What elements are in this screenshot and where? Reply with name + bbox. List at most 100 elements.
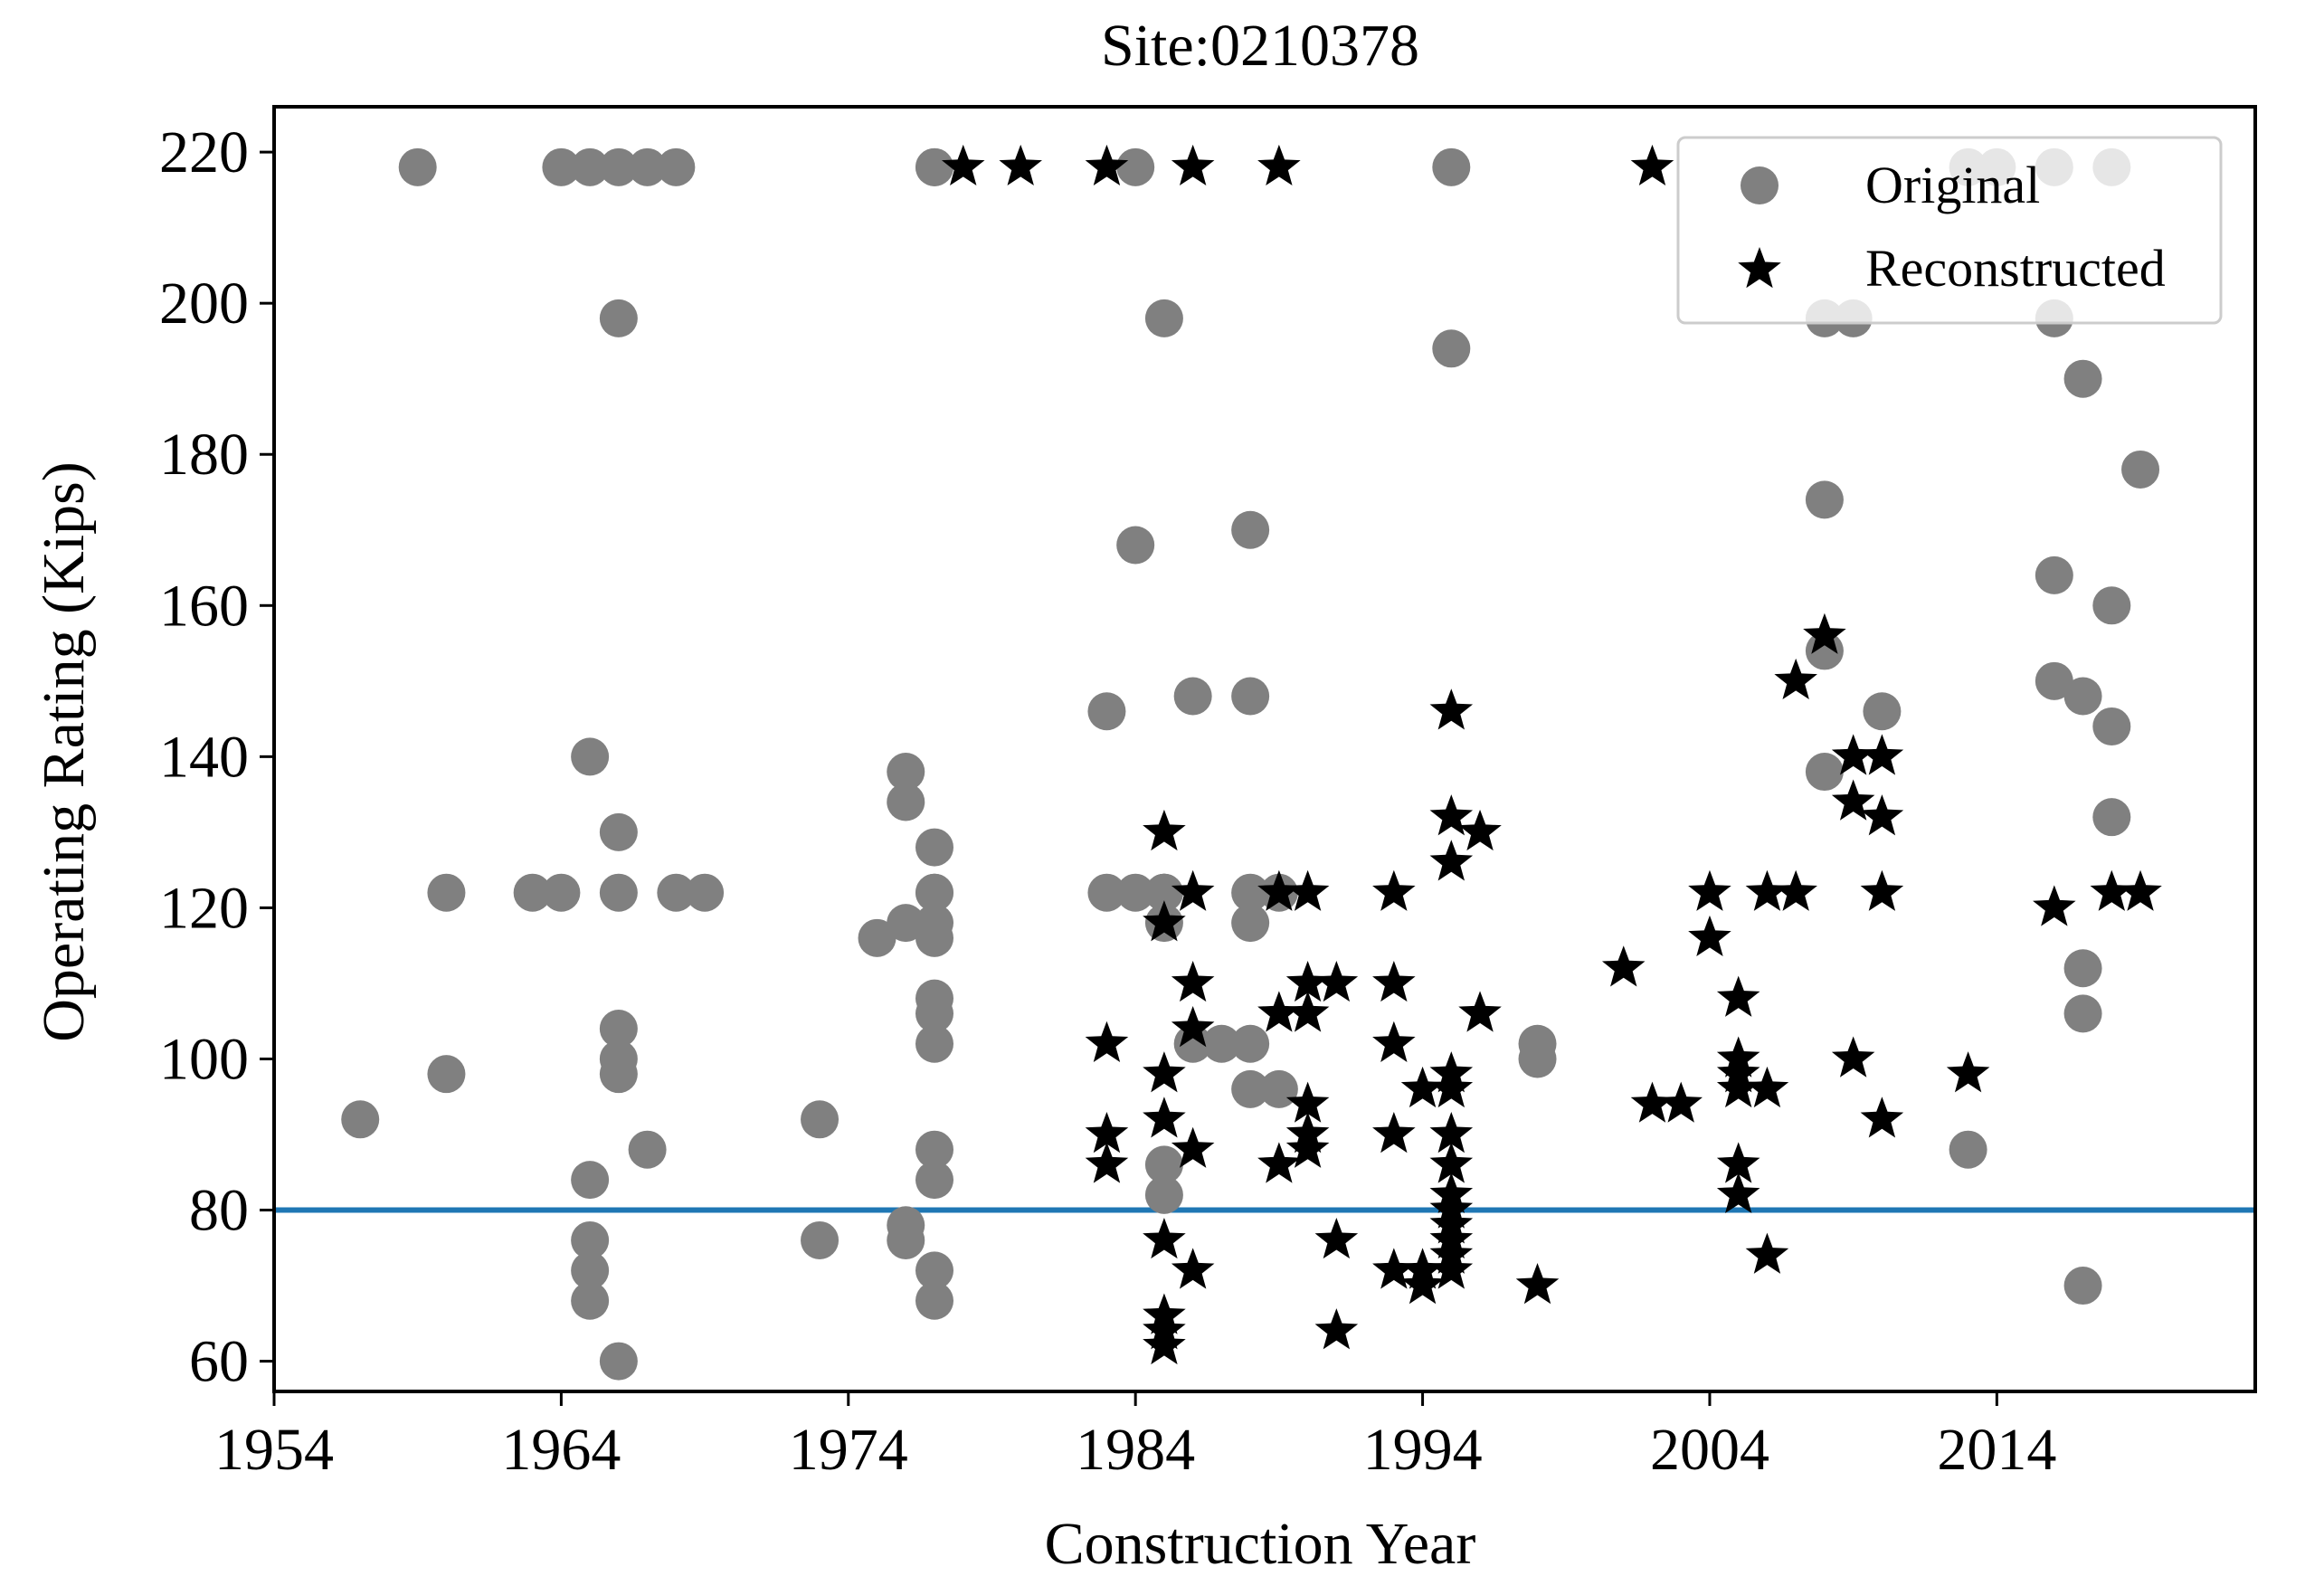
original-point [801, 1100, 839, 1139]
reconstructed-point [999, 144, 1042, 186]
reconstructed-point [1716, 1172, 1760, 1214]
original-point [599, 1010, 638, 1049]
reconstructed-point [1716, 1066, 1760, 1108]
reconstructed-point [1085, 1021, 1129, 1062]
y-tick-label: 200 [159, 271, 249, 337]
reconstructed-point [1171, 869, 1215, 911]
reconstructed-point [1257, 869, 1301, 911]
original-point [657, 147, 696, 186]
original-point [887, 1220, 925, 1259]
y-tick-label: 220 [159, 119, 249, 185]
reconstructed-point [1745, 1232, 1789, 1274]
original-point [686, 873, 725, 912]
original-point [1518, 1040, 1557, 1078]
reconstructed-point [1774, 869, 1817, 911]
reconstructed-point [1688, 915, 1731, 957]
original-point [915, 1161, 953, 1200]
reconstructed-point [1085, 144, 1129, 186]
original-point [1116, 147, 1155, 186]
y-tick-label: 140 [159, 724, 249, 790]
original-point [2092, 798, 2131, 837]
reconstructed-point [941, 144, 985, 186]
reconstructed-point [1946, 1051, 1990, 1093]
reconstructed-point [1257, 144, 1301, 186]
original-point [1144, 299, 1183, 337]
original-point [915, 828, 953, 867]
reconstructed-point [1400, 1066, 1445, 1108]
reconstructed-point [1143, 1097, 1186, 1138]
y-tick-label: 180 [159, 422, 249, 488]
reconstructed-point [1257, 991, 1301, 1032]
original-point [915, 1024, 953, 1063]
x-tick-label: 1994 [1363, 1417, 1483, 1483]
reconstructed-point [1831, 734, 1875, 775]
reconstructed-point [1860, 869, 1904, 911]
reconstructed-point [1745, 869, 1789, 911]
reconstructed-point [1372, 1112, 1416, 1154]
reconstructed-point [1429, 1142, 1474, 1183]
original-point [858, 918, 896, 957]
original-point [1432, 329, 1471, 368]
original-point [1116, 873, 1155, 912]
original-point [2092, 586, 2131, 625]
reconstructed-point [1688, 869, 1731, 911]
original-point [2063, 949, 2102, 988]
original-point [1805, 480, 1844, 519]
reconstructed-point [1372, 1021, 1416, 1062]
original-point [801, 1220, 839, 1259]
reconstructed-point [1372, 1248, 1416, 1289]
reconstructed-point [1429, 1112, 1474, 1154]
original-point [628, 147, 667, 186]
original-point [657, 873, 696, 912]
x-tick-label: 1964 [501, 1417, 621, 1483]
reconstructed-point [1803, 612, 1846, 654]
original-point [915, 994, 953, 1033]
original-point [1231, 510, 1270, 549]
reconstructed-point [1257, 1142, 1301, 1183]
original-point [599, 147, 638, 186]
y-tick-label: 80 [189, 1178, 249, 1244]
original-point [571, 1251, 610, 1290]
reconstructed-point [1860, 734, 1904, 775]
x-tick-label: 1984 [1076, 1417, 1195, 1483]
reconstructed-point [1601, 945, 1646, 987]
original-point [599, 1342, 638, 1381]
original-point [2121, 450, 2160, 489]
reconstructed-point [1143, 1217, 1186, 1259]
original-point [915, 873, 953, 912]
y-tick-label: 100 [159, 1026, 249, 1092]
original-point [1432, 147, 1471, 186]
y-tick-label: 160 [159, 573, 249, 639]
reconstructed-point [1171, 1126, 1215, 1168]
original-point [1805, 753, 1844, 792]
original-point [599, 812, 638, 851]
chart-title: Site:0210378 [1101, 13, 1419, 79]
reconstructed-point [1171, 1248, 1215, 1289]
y-tick-label: 60 [189, 1329, 249, 1395]
original-point [1173, 677, 1212, 716]
original-point [2063, 994, 2102, 1033]
reconstructed-point [1285, 960, 1330, 1002]
original-point [887, 904, 925, 943]
reconstructed-point [1143, 1323, 1186, 1365]
legend-reconstructed-label: Reconstructed [1865, 239, 2166, 298]
original-point [1144, 873, 1183, 912]
reconstructed-point [1285, 1126, 1330, 1168]
reconstructed-point [1860, 794, 1904, 836]
reconstructed-point [1143, 1051, 1186, 1093]
original-point [1144, 1175, 1183, 1214]
original-point [1231, 1024, 1270, 1063]
data-points-layer [341, 144, 2162, 1381]
reconstructed-point [1458, 809, 1502, 851]
reconstructed-point [1630, 144, 1674, 186]
reconstructed-point [1171, 144, 1215, 186]
original-point [513, 873, 552, 912]
reconstructed-point [1745, 1066, 1789, 1108]
reconstructed-point [1285, 991, 1330, 1032]
original-point [1202, 1024, 1241, 1063]
x-tick-label: 1974 [789, 1417, 908, 1483]
reconstructed-point [1716, 1142, 1760, 1183]
plot-area-frame [272, 105, 2257, 1393]
original-point [887, 753, 925, 792]
